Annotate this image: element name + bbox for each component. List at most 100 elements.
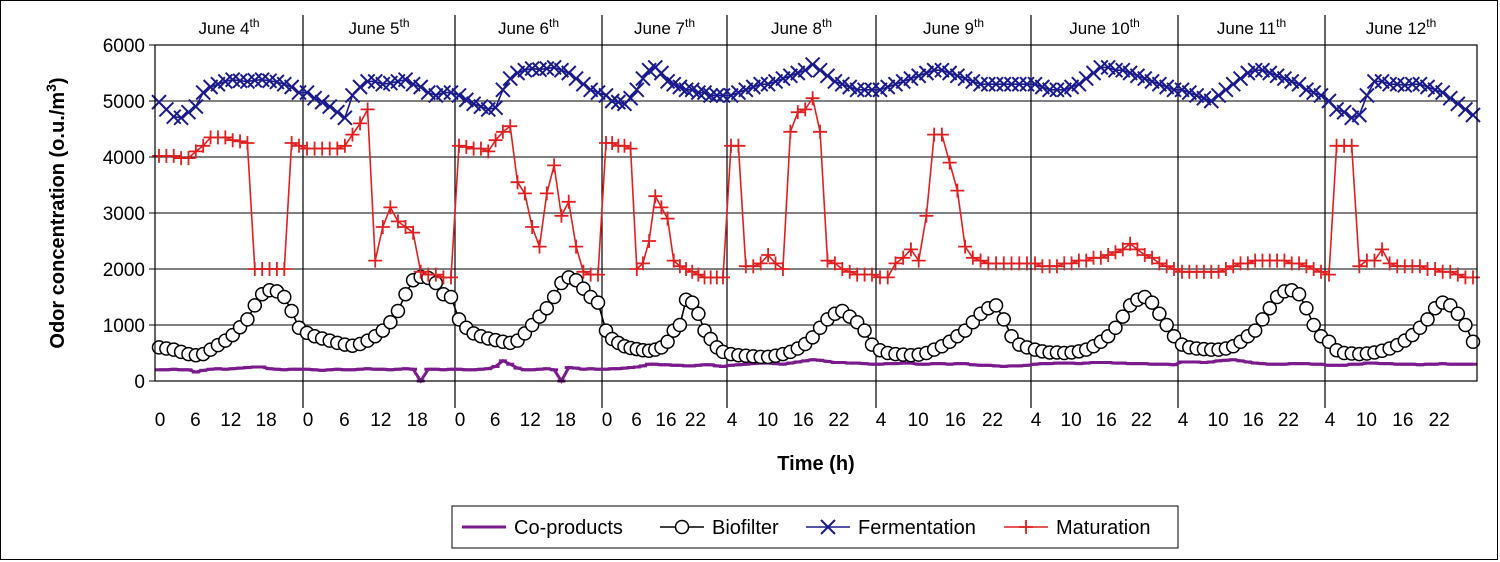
series-co-products xyxy=(155,358,1477,384)
data-point xyxy=(919,208,934,223)
data-point xyxy=(827,256,842,271)
day-label: June 5th xyxy=(348,16,409,38)
y-tick-label: 4000 xyxy=(103,148,145,169)
x-tick-label: 22 xyxy=(828,410,849,431)
x-tick-label: 4 xyxy=(1031,410,1042,431)
data-point xyxy=(510,175,525,190)
x-tick-label: 0 xyxy=(455,410,466,431)
data-point xyxy=(503,119,518,134)
x-tick-label: 16 xyxy=(793,410,814,431)
x-tick-label: 18 xyxy=(555,410,576,431)
data-point xyxy=(798,102,813,117)
data-point xyxy=(452,138,466,153)
y-tick-label: 3000 xyxy=(103,204,145,225)
data-point xyxy=(502,70,518,87)
data-point xyxy=(1428,262,1443,276)
data-point xyxy=(330,141,345,156)
data-point xyxy=(835,262,850,276)
data-point xyxy=(525,220,540,234)
data-point xyxy=(180,104,197,120)
series-maturation xyxy=(152,91,1480,285)
data-point xyxy=(1123,236,1138,251)
day-label: June 4th xyxy=(198,16,259,38)
data-point xyxy=(1442,90,1458,106)
data-point xyxy=(166,148,181,163)
data-point xyxy=(1247,62,1263,78)
data-point xyxy=(973,253,988,268)
data-point xyxy=(383,200,398,215)
data-point xyxy=(813,124,828,139)
data-point xyxy=(1299,259,1314,274)
data-point xyxy=(554,208,569,223)
data-point xyxy=(590,84,606,101)
data-point xyxy=(284,136,299,150)
x-tick-label: 16 xyxy=(1096,410,1117,431)
y-tick-labels: 0 1000 2000 3000 4000 5000 6000 xyxy=(103,36,145,393)
legend-label: Biofilter xyxy=(712,517,779,539)
data-point xyxy=(443,84,459,101)
data-point xyxy=(842,264,857,279)
data-point xyxy=(666,253,681,268)
data-point xyxy=(359,73,376,90)
data-point xyxy=(605,136,620,150)
data-point xyxy=(459,139,474,154)
data-point xyxy=(660,211,675,226)
data-point xyxy=(685,264,700,279)
data-point xyxy=(691,306,706,322)
data-point xyxy=(617,138,632,153)
data-point xyxy=(1262,300,1278,316)
data-point xyxy=(1336,104,1352,120)
data-point xyxy=(934,127,949,142)
data-point xyxy=(1458,317,1473,333)
data-point xyxy=(716,270,730,285)
x-tick-label: 22 xyxy=(1429,410,1450,431)
data-point xyxy=(1093,250,1108,265)
data-point xyxy=(635,256,650,271)
data-point xyxy=(653,65,670,81)
data-point xyxy=(1225,76,1241,92)
x-tick-label: 0 xyxy=(303,410,314,431)
data-point xyxy=(1049,259,1064,274)
x-tick-label: 12 xyxy=(520,410,541,431)
x-tick-label: 4 xyxy=(727,410,738,431)
data-point xyxy=(329,104,346,120)
x-tick-label: 18 xyxy=(407,410,428,431)
data-point xyxy=(1367,253,1382,268)
data-point xyxy=(1115,309,1131,324)
data-point xyxy=(1450,267,1465,282)
data-point xyxy=(398,286,413,302)
data-point xyxy=(819,68,836,84)
data-point xyxy=(752,76,769,92)
x-tick-label: 10 xyxy=(908,410,929,431)
x-tick-label: 22 xyxy=(685,410,706,431)
data-point xyxy=(247,298,263,313)
data-point xyxy=(1101,248,1116,262)
data-point xyxy=(225,133,240,148)
data-point xyxy=(547,158,562,173)
data-point xyxy=(642,234,657,248)
data-point xyxy=(1041,82,1058,98)
data-point xyxy=(1314,264,1328,279)
data-point xyxy=(1079,253,1094,268)
data-point xyxy=(277,289,292,305)
data-point xyxy=(1218,262,1233,276)
data-point xyxy=(654,200,669,215)
data-point xyxy=(337,138,352,153)
data-point xyxy=(996,76,1012,92)
data-point xyxy=(804,56,821,73)
data-point xyxy=(1412,259,1427,274)
data-point xyxy=(1232,70,1249,87)
y-tick-label: 5000 xyxy=(103,92,145,113)
data-point xyxy=(812,62,828,78)
data-point xyxy=(942,155,957,170)
legend-label: Maturation xyxy=(1056,517,1151,539)
y-tick-label: 1000 xyxy=(103,316,145,337)
data-point xyxy=(1152,306,1167,322)
data-point xyxy=(1450,96,1466,112)
data-point xyxy=(691,267,706,282)
data-point xyxy=(1226,259,1241,274)
day-label: June 11th xyxy=(1217,16,1286,38)
data-point xyxy=(188,98,204,115)
data-point xyxy=(1466,270,1480,285)
data-point xyxy=(546,289,562,305)
